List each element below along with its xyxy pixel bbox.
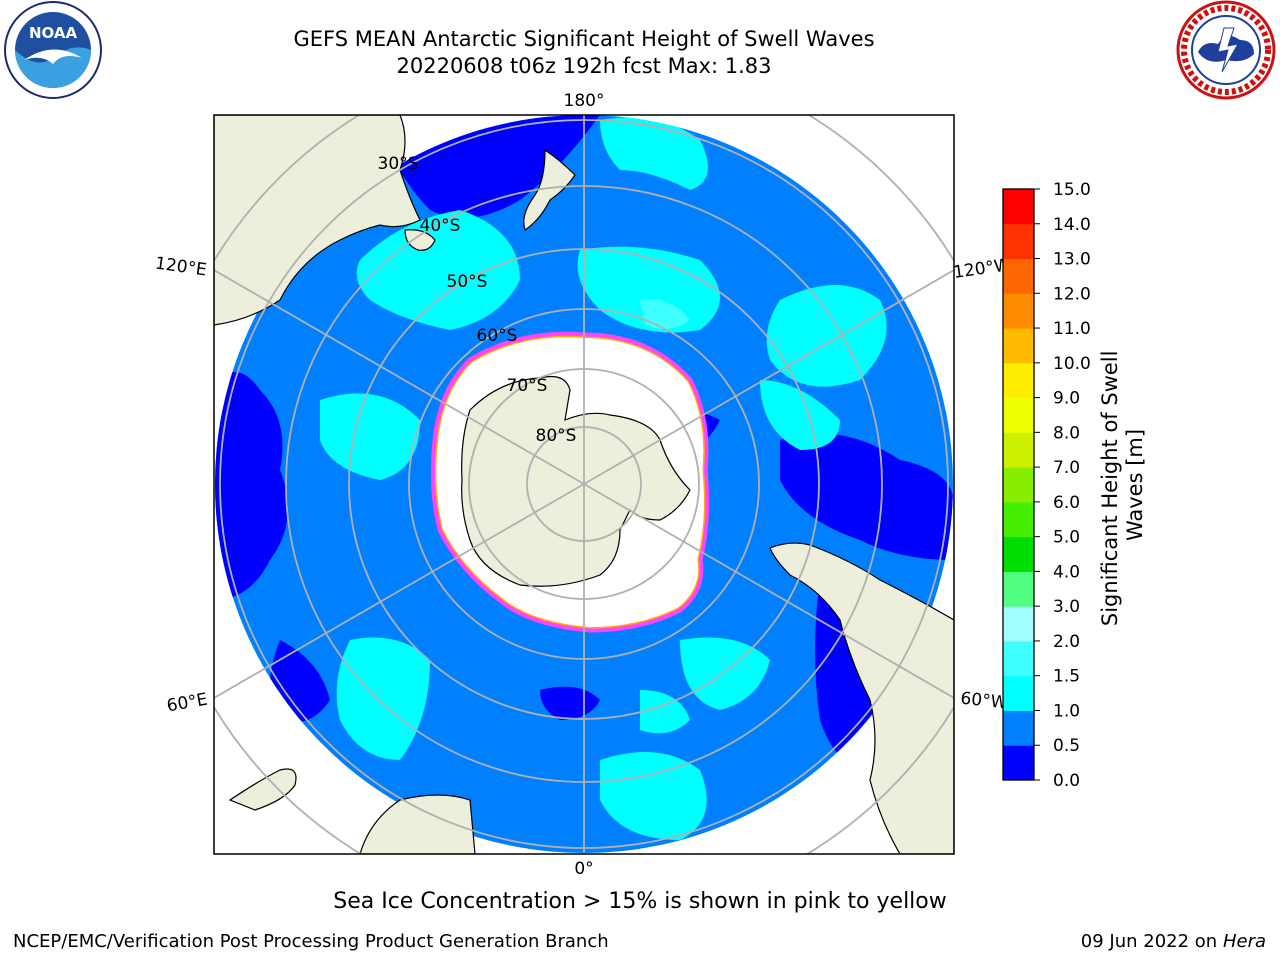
- colorbar-tick-label: 3.0: [1053, 597, 1080, 617]
- colorbar-bin: [1003, 467, 1034, 503]
- colorbar-tick-label: 7.0: [1053, 458, 1080, 478]
- colorbar-bin: [1003, 571, 1034, 607]
- colorbar-tick-label: 13.0: [1053, 250, 1091, 270]
- colorbar-bin: [1003, 362, 1034, 399]
- colorbar-bin: [1003, 710, 1034, 746]
- colorbar-tick-label: 10.0: [1053, 354, 1091, 374]
- colorbar-label-line1: Significant Height of Swell: [1098, 351, 1122, 627]
- colorbar-bin: [1003, 432, 1034, 468]
- africa-landmass: [359, 794, 476, 854]
- colorbar-tick-label: 6.0: [1053, 493, 1080, 513]
- lon-label-60w: 60°W: [960, 689, 1009, 714]
- colorbar-bin: [1003, 501, 1034, 538]
- sea-ice-note: Sea Ice Concentration > 15% is shown in …: [333, 889, 947, 914]
- noaa-logo: NOAA: [4, 1, 102, 99]
- noaa-logo-text: NOAA: [29, 24, 78, 42]
- colorbar-tick-label: 1.0: [1053, 701, 1080, 721]
- colorbar-bin: [1003, 223, 1034, 260]
- colorbar-bin: [1003, 606, 1034, 642]
- lat-label-40s: 40°S: [420, 216, 461, 236]
- colorbar-tick-label: 11.0: [1053, 319, 1091, 339]
- colorbar-bin: [1003, 189, 1034, 225]
- lon-label-180: 180°: [564, 91, 605, 111]
- colorbar-label-line2: Waves [m]: [1123, 429, 1147, 541]
- colorbar-tick-label: 1.5: [1053, 667, 1080, 687]
- footer-date: 09 Jun 2022 on Hera: [1081, 931, 1266, 952]
- new-zealand-landmass: [523, 148, 576, 231]
- colorbar-tick-label: 12.0: [1053, 284, 1091, 304]
- lat-label-50s: 50°S: [447, 272, 488, 292]
- colorbar-bin: [1003, 258, 1034, 294]
- colorbar-tick-label: 5.0: [1053, 528, 1080, 548]
- map-frame: [213, 114, 955, 855]
- national-weather-service-logo: [1176, 0, 1276, 100]
- colorbar-bin: [1003, 536, 1034, 572]
- colorbar-tick-label: 4.0: [1053, 562, 1080, 582]
- colorbar-tick-label: 14.0: [1053, 215, 1091, 235]
- lat-label-30s: 30°S: [378, 154, 419, 174]
- antarctica-landmass: [461, 375, 691, 587]
- map-title: GEFS MEAN Antarctic Significant Height o…: [293, 27, 875, 51]
- colorbar-bin: [1003, 640, 1034, 677]
- footer-host: Hera: [1222, 931, 1266, 952]
- lon-label-60e: 60°E: [165, 690, 209, 717]
- colorbar-tick-label: 8.0: [1053, 423, 1080, 443]
- colorbar-bin: [1003, 745, 1034, 781]
- footer-credit: NCEP/EMC/Verification Post Processing Pr…: [13, 931, 609, 952]
- colorbar-bin: [1003, 397, 1034, 433]
- graticule: [214, 115, 954, 854]
- colorbar-label: Significant Height of Swell Waves [m]: [1098, 344, 1147, 626]
- lat-label-60s: 60°S: [477, 326, 518, 346]
- map-panel: [214, 115, 954, 854]
- colorbar-bin: [1003, 675, 1034, 711]
- lon-label-0: 0°: [574, 859, 593, 879]
- colorbar-frame: [1002, 188, 1035, 781]
- colorbar-bin: [1003, 293, 1034, 329]
- south-america-landmass: [769, 470, 954, 854]
- colorbar-tick-label: 15.0: [1053, 180, 1091, 200]
- madagascar-landmass: [228, 768, 297, 811]
- colorbar-tick-label: 9.0: [1053, 389, 1080, 409]
- colorbar-tick-label: 0.0: [1053, 771, 1080, 791]
- lat-label-80s: 80°S: [536, 426, 577, 446]
- lat-label-70s: 70°S: [507, 376, 548, 396]
- lon-label-120e: 120°E: [154, 253, 208, 280]
- footer-date-text: 09 Jun 2022 on: [1080, 931, 1218, 952]
- colorbar-tick-label: 0.5: [1053, 736, 1080, 756]
- colorbar: 0.0 0.5 1.0 1.5 2.0 3.0 4.0 5.0 6.0 7.0 8.0 9.0 10.0…: [1002, 180, 1091, 791]
- colorbar-bin: [1003, 328, 1034, 364]
- map-subtitle: 20220608 t06z 192h fcst Max: 1.83: [396, 54, 772, 78]
- colorbar-tick-label: 2.0: [1053, 632, 1080, 652]
